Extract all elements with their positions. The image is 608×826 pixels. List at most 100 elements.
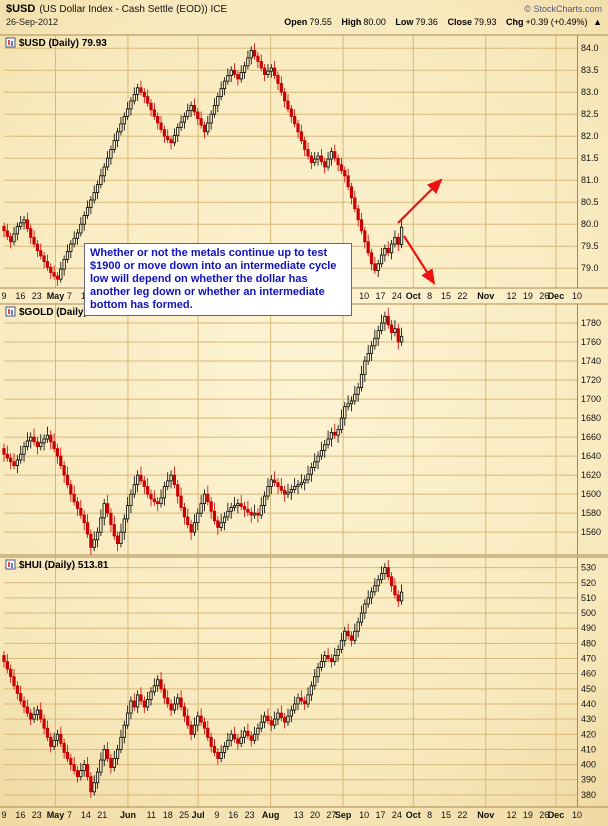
gold-chart-panel: 1780 1760 1740 1720 1700 1680 1660 1640 1620 1600… <box>0 303 608 556</box>
svg-text:10: 10 <box>572 810 582 820</box>
svg-text:Dec: Dec <box>548 291 565 301</box>
open-label: Open <box>284 17 308 27</box>
panel-title: $HUI (Daily) 513.81 <box>5 559 109 571</box>
grid <box>0 556 608 808</box>
svg-text:8: 8 <box>427 291 432 301</box>
svg-text:$GOLD (Daily): $GOLD (Daily) <box>19 307 87 318</box>
svg-text:12: 12 <box>507 810 517 820</box>
svg-text:1640: 1640 <box>581 451 601 461</box>
svg-text:14: 14 <box>81 810 91 820</box>
high-label: High <box>341 17 362 27</box>
svg-text:26: 26 <box>539 291 549 301</box>
svg-text:19: 19 <box>523 291 533 301</box>
close-value: 79.93 <box>473 17 497 27</box>
svg-text:22: 22 <box>457 291 467 301</box>
svg-text:490: 490 <box>581 623 596 633</box>
svg-text:84.0: 84.0 <box>581 43 599 53</box>
svg-text:24: 24 <box>392 291 402 301</box>
svg-text:22: 22 <box>457 810 467 820</box>
quote-date: 26-Sep-2012 <box>6 17 59 27</box>
svg-text:24: 24 <box>392 810 402 820</box>
svg-text:1760: 1760 <box>581 337 601 347</box>
svg-text:17: 17 <box>376 291 386 301</box>
svg-text:81.5: 81.5 <box>581 153 599 163</box>
svg-text:15: 15 <box>441 810 451 820</box>
y-axis-labels: 530 520 510 500 490 480 470 460 450 440 430 420 410 4… <box>581 563 596 800</box>
svg-text:80.0: 80.0 <box>581 219 599 229</box>
y-axis-labels: 84.0 83.5 83.0 82.5 82.0 81.5 81.0 80.5 80.0 79.5… <box>581 43 599 273</box>
quote-line: Open 79.55 High 80.00 Low 79.36 Close 79.93 … <box>277 17 602 27</box>
chart-header: $USD (US Dollar Index - Cash Settle (EOD… <box>0 0 608 33</box>
svg-text:7: 7 <box>67 291 72 301</box>
candles <box>2 307 404 555</box>
svg-text:1780: 1780 <box>581 318 601 328</box>
svg-text:$USD (Daily) 79.93: $USD (Daily) 79.93 <box>19 38 107 49</box>
svg-text:25: 25 <box>179 810 189 820</box>
svg-text:10: 10 <box>359 291 369 301</box>
symbol: $USD <box>6 3 36 15</box>
svg-text:80.5: 80.5 <box>581 197 599 207</box>
svg-text:Oct: Oct <box>406 810 421 820</box>
svg-text:79.0: 79.0 <box>581 263 599 273</box>
svg-text:470: 470 <box>581 654 596 664</box>
svg-text:Jun: Jun <box>120 810 136 820</box>
svg-text:11: 11 <box>147 810 156 820</box>
svg-text:Oct: Oct <box>406 291 421 301</box>
svg-text:23: 23 <box>32 810 42 820</box>
svg-text:18: 18 <box>163 810 173 820</box>
svg-text:Jul: Jul <box>192 810 205 820</box>
chg-value: +0.39 (+0.49%) <box>525 17 588 27</box>
svg-text:420: 420 <box>581 729 596 739</box>
symbol-description: (US Dollar Index - Cash Settle (EOD)) IC… <box>39 4 228 15</box>
svg-text:1720: 1720 <box>581 375 601 385</box>
svg-text:21: 21 <box>97 810 107 820</box>
svg-text:430: 430 <box>581 714 596 724</box>
svg-text:15: 15 <box>441 291 451 301</box>
svg-text:1560: 1560 <box>581 527 601 537</box>
svg-text:530: 530 <box>581 563 596 573</box>
up-triangle-icon: ▲ <box>593 17 602 27</box>
svg-text:12: 12 <box>507 291 517 301</box>
svg-text:480: 480 <box>581 638 596 648</box>
close-label: Close <box>447 17 472 27</box>
svg-text:9: 9 <box>1 810 6 820</box>
svg-text:390: 390 <box>581 775 596 785</box>
svg-text:10: 10 <box>572 291 582 301</box>
svg-text:82.0: 82.0 <box>581 131 599 141</box>
high-value: 80.00 <box>363 17 386 27</box>
panel-title: $USD (Daily) 79.93 <box>5 37 107 49</box>
svg-text:9: 9 <box>1 291 6 301</box>
svg-text:10: 10 <box>359 810 369 820</box>
svg-text:83.5: 83.5 <box>581 65 599 75</box>
svg-text:16: 16 <box>228 810 238 820</box>
svg-text:16: 16 <box>15 810 25 820</box>
svg-text:23: 23 <box>32 291 42 301</box>
svg-text:1660: 1660 <box>581 432 601 442</box>
svg-text:1740: 1740 <box>581 356 601 366</box>
svg-text:410: 410 <box>581 744 596 754</box>
low-value: 79.36 <box>415 17 438 27</box>
svg-text:20: 20 <box>310 810 320 820</box>
svg-text:19: 19 <box>523 810 533 820</box>
svg-text:1580: 1580 <box>581 508 601 518</box>
svg-text:7: 7 <box>67 810 72 820</box>
grid <box>0 303 608 556</box>
svg-text:520: 520 <box>581 578 596 588</box>
trend-arrows <box>397 178 443 285</box>
annotation-box: Whether or not the metals continue up to… <box>84 243 352 316</box>
svg-text:1620: 1620 <box>581 470 601 480</box>
chart-icon <box>5 559 16 570</box>
svg-text:400: 400 <box>581 760 596 770</box>
chg-label: Chg <box>506 17 524 27</box>
svg-text:27: 27 <box>326 810 336 820</box>
svg-text:9: 9 <box>214 810 219 820</box>
svg-text:1700: 1700 <box>581 394 601 404</box>
open-value: 79.55 <box>309 17 332 27</box>
candles <box>2 43 404 286</box>
svg-text:Nov: Nov <box>477 810 494 820</box>
hui-chart-panel: 530 520 510 500 490 480 470 460 450 440 430 420 410 4… <box>0 556 608 820</box>
svg-text:380: 380 <box>581 790 596 800</box>
svg-text:81.0: 81.0 <box>581 175 599 185</box>
y-axis-labels: 1780 1760 1740 1720 1700 1680 1660 1640 1620 1600… <box>581 318 601 537</box>
